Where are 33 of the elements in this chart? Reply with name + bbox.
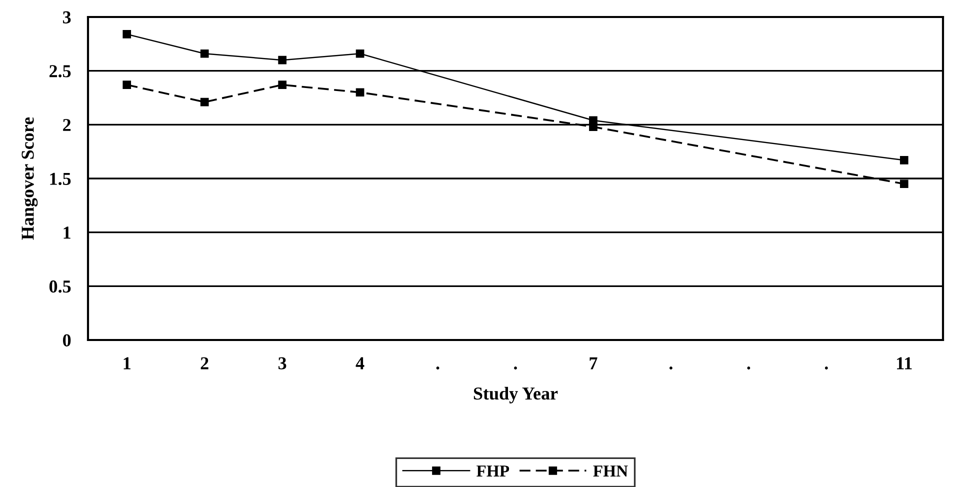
- x-tick-label: .: [669, 366, 672, 370]
- y-tick-label: 1: [64, 226, 70, 239]
- x-tick-label: 3: [278, 357, 286, 370]
- point: [122, 30, 132, 38]
- point: [900, 180, 908, 188]
- legend-label: FHP: [476, 466, 510, 476]
- y-tick-label: 3: [62, 11, 71, 24]
- y-tick-label: 0: [62, 334, 71, 346]
- legend-label: FHN: [593, 466, 628, 476]
- point: [278, 56, 286, 64]
- y-tick-label: 1.5: [50, 172, 71, 186]
- point: [356, 49, 364, 58]
- x-tick-label: 11: [897, 357, 912, 370]
- y-tick-label: 0.5: [49, 280, 71, 293]
- y-axis-title: Hangover Score: [22, 117, 38, 240]
- x-tick-label: 2: [200, 357, 208, 370]
- point: [200, 98, 209, 106]
- point: [356, 88, 364, 97]
- x-axis-title: Study Year: [474, 386, 558, 404]
- x-tick-label: .: [824, 366, 828, 370]
- x-tick-label: 7: [590, 357, 598, 370]
- x-tick-label: .: [514, 366, 517, 370]
- x-tick-label: .: [747, 366, 750, 370]
- x-tick-label: 4: [356, 357, 364, 370]
- x-tick-label: 1: [124, 357, 130, 370]
- point: [589, 122, 598, 131]
- point: [200, 49, 209, 58]
- point: [900, 156, 908, 164]
- x-tick-label: .: [436, 366, 440, 370]
- point: [278, 80, 286, 89]
- y-tick-label: 2.5: [50, 65, 71, 78]
- y-tick-label: 2: [63, 118, 71, 131]
- point: [122, 80, 132, 89]
